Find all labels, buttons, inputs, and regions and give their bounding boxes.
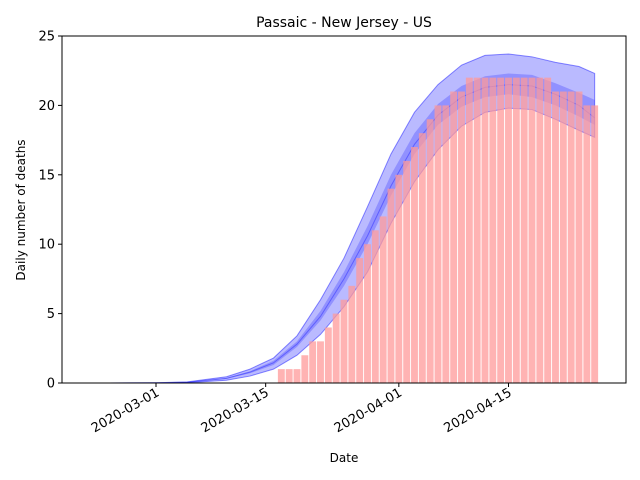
y-axis-label: Daily number of deaths xyxy=(14,139,28,280)
bar-2020-04-16 xyxy=(512,77,520,383)
bar-2020-04-09 xyxy=(458,91,465,384)
bar-2020-04-04 xyxy=(418,133,426,383)
bar-2020-03-21 xyxy=(309,341,317,383)
bar-2020-04-25 xyxy=(583,105,591,384)
bar-2020-03-27 xyxy=(356,258,364,383)
bar-2020-04-12 xyxy=(481,77,489,383)
bar-2020-04-22 xyxy=(559,91,567,384)
chart-title: Passaic - New Jersey - US xyxy=(256,15,432,31)
bar-2020-04-07 xyxy=(442,105,450,384)
y-tick-label-0: 0 xyxy=(47,377,55,392)
bar-2020-04-19 xyxy=(536,77,544,383)
plot-frame xyxy=(61,35,627,384)
bar-2020-03-22 xyxy=(317,341,324,383)
y-axis-ticks: 0 5 10 15 20 25 xyxy=(38,30,62,392)
bar-2020-04-01 xyxy=(395,174,403,383)
median-line xyxy=(108,84,595,384)
bar-2020-04-05 xyxy=(426,119,434,383)
bar-2020-03-17 xyxy=(277,369,285,383)
bar-2020-03-20 xyxy=(301,355,309,383)
bar-2020-04-18 xyxy=(528,77,536,383)
bar-2020-03-30 xyxy=(379,216,387,383)
bar-2020-03-24 xyxy=(332,313,340,383)
bar-2020-04-17 xyxy=(520,77,528,383)
bar-2020-04-26 xyxy=(591,105,599,384)
bar-2020-04-14 xyxy=(497,77,505,383)
bar-2020-03-31 xyxy=(387,188,395,383)
bar-2020-03-29 xyxy=(371,230,379,383)
x-axis-label: Date xyxy=(330,451,359,465)
y-tick-label-25: 25 xyxy=(38,30,55,45)
bar-2020-04-11 xyxy=(473,77,481,383)
y-tick-label-15: 15 xyxy=(38,168,55,183)
y-tick-label-10: 10 xyxy=(38,238,55,253)
bar-2020-04-13 xyxy=(489,77,497,383)
bar-2020-03-25 xyxy=(340,299,348,383)
bar-2020-04-10 xyxy=(465,77,473,383)
bar-2020-04-02 xyxy=(403,160,411,383)
bar-2020-04-23 xyxy=(567,91,575,384)
bar-2020-04-08 xyxy=(450,91,458,384)
bar-2020-04-03 xyxy=(411,147,418,383)
bar-2020-03-19 xyxy=(293,369,301,383)
axes xyxy=(61,35,627,384)
bar-2020-04-15 xyxy=(505,77,512,383)
bar-series xyxy=(277,77,599,384)
bar-2020-03-23 xyxy=(324,327,332,383)
bar-2020-03-26 xyxy=(348,285,356,383)
y-tick-label-5: 5 xyxy=(47,307,55,322)
bar-2020-03-18 xyxy=(285,369,293,383)
y-tick-label-20: 20 xyxy=(38,99,55,114)
bar-2020-04-24 xyxy=(575,91,583,384)
bar-2020-04-21 xyxy=(552,91,559,384)
bar-2020-04-20 xyxy=(544,77,552,383)
bar-2020-03-28 xyxy=(364,244,371,383)
bar-2020-04-06 xyxy=(434,105,442,384)
